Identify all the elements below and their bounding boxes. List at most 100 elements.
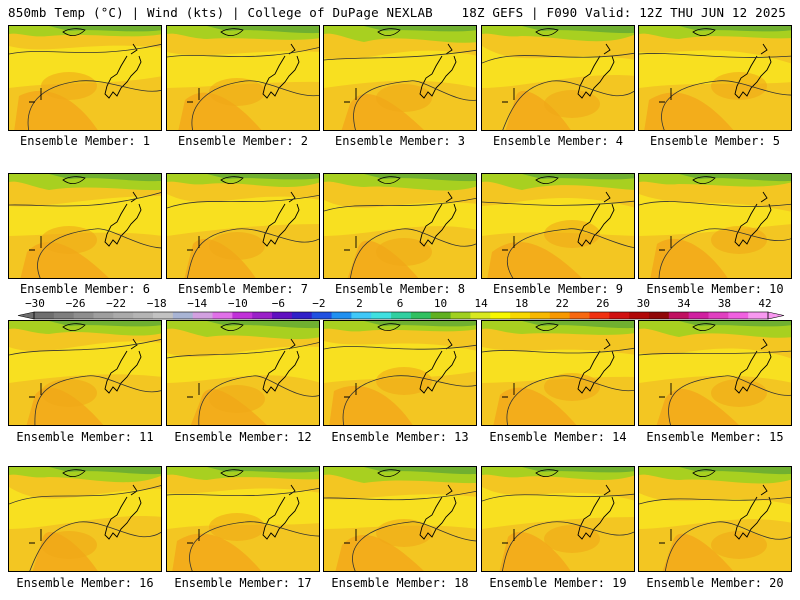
colorbar-swatch <box>192 312 214 319</box>
colorbar-swatch <box>470 312 491 319</box>
colorbar-swatch <box>212 312 233 319</box>
colorbar-tick-label: 6 <box>396 297 404 310</box>
ensemble-member-label: Ensemble Member: 19 <box>489 576 627 590</box>
temperature-field <box>639 26 791 130</box>
colorbar-tick-label: 30 <box>636 297 650 310</box>
ensemble-member-label: Ensemble Member: 18 <box>331 576 469 590</box>
ensemble-member-map <box>8 466 162 572</box>
ensemble-member-map <box>638 25 792 131</box>
colorbar-tick-label: 2 <box>356 297 363 310</box>
colorbar-swatch <box>391 312 412 319</box>
ensemble-member-map <box>481 173 635 279</box>
ensemble-member-map <box>323 173 477 279</box>
colorbar-swatch <box>728 312 749 319</box>
colorbar-swatch <box>351 312 372 319</box>
colorbar-swatch <box>172 312 194 319</box>
colorbar-swatch <box>589 312 610 319</box>
colorbar-swatch <box>510 312 531 319</box>
temperature-field <box>482 321 634 425</box>
map-title: 850mb Temp (°C) | Wind (kts) | College o… <box>8 5 433 20</box>
colorbar-tick-label: −26 <box>65 297 86 310</box>
temperature-field <box>482 467 634 571</box>
ensemble-member-label: Ensemble Member: 9 <box>492 282 624 296</box>
temperature-field <box>324 26 476 130</box>
temperature-field <box>9 321 161 425</box>
temperature-field <box>167 174 319 278</box>
colorbar-swatch <box>688 312 709 319</box>
colorbar-swatch <box>34 312 55 319</box>
colorbar-swatch <box>153 312 174 319</box>
colorbar-swatch <box>648 312 670 319</box>
model-valid-time: 18Z GEFS | F090 Valid: 12Z THU JUN 12 20… <box>461 5 786 20</box>
ensemble-member-map <box>8 173 162 279</box>
colorbar-tick-label: 42 <box>758 297 772 310</box>
ensemble-member-label: Ensemble Member: 2 <box>177 134 309 148</box>
colorbar-swatch <box>609 312 630 319</box>
ensemble-member-map <box>323 466 477 572</box>
colorbar-tick-label: 26 <box>596 297 610 310</box>
colorbar-tick-label: −22 <box>106 297 127 310</box>
colorbar-tick-label: −30 <box>25 297 45 310</box>
ensemble-member-label: Ensemble Member: 6 <box>19 282 151 296</box>
ensemble-member-label: Ensemble Member: 12 <box>174 430 312 444</box>
temperature-field <box>9 26 161 130</box>
temperature-field <box>482 174 634 278</box>
colorbar-swatch <box>629 312 650 319</box>
colorbar-tick-label: 10 <box>433 297 448 310</box>
ensemble-member-label: Ensemble Member: 17 <box>174 576 312 590</box>
ensemble-member-label: Ensemble Member: 8 <box>334 282 466 296</box>
ensemble-member-map <box>638 320 792 426</box>
colorbar-swatch <box>93 312 114 319</box>
ensemble-member-label: Ensemble Member: 10 <box>646 282 784 296</box>
colorbar-swatch <box>430 312 452 319</box>
ensemble-member-map <box>638 173 792 279</box>
colorbar-swatch <box>53 312 75 319</box>
colorbar-swatch <box>748 312 769 319</box>
colorbar-swatch <box>133 312 154 319</box>
colorbar-swatch <box>113 312 134 319</box>
colorbar-tick-label: −10 <box>227 297 248 310</box>
ensemble-member-map <box>166 173 320 279</box>
colorbar-swatch <box>331 312 352 319</box>
colorbar-tick-label: 14 <box>474 297 488 310</box>
temperature-field <box>324 467 476 571</box>
temperature-field <box>167 321 319 425</box>
ensemble-member-label: Ensemble Member: 5 <box>649 134 781 148</box>
colorbar-high-arrow <box>767 311 785 320</box>
temperature-field <box>324 174 476 278</box>
colorbar-swatch <box>272 312 293 319</box>
temperature-field <box>167 26 319 130</box>
colorbar-swatch <box>371 312 392 319</box>
colorbar-tick-label: 22 <box>555 297 569 310</box>
colorbar-tick-label: −18 <box>146 297 167 310</box>
colorbar-tick-label: 18 <box>515 297 529 310</box>
colorbar-low-arrow <box>17 311 35 320</box>
ensemble-member-map <box>323 320 477 426</box>
ensemble-member-map <box>166 25 320 131</box>
ensemble-member-label: Ensemble Member: 20 <box>646 576 784 590</box>
ensemble-member-map <box>8 320 162 426</box>
temperature-field <box>639 321 791 425</box>
colorbar-tick-label: −6 <box>271 297 285 310</box>
ensemble-member-map <box>481 25 635 131</box>
colorbar-swatch <box>569 312 590 319</box>
colorbar-swatch <box>232 312 253 319</box>
colorbar-swatch <box>73 312 95 319</box>
temperature-colorbar <box>17 311 785 320</box>
ensemble-member-label: Ensemble Member: 13 <box>331 430 469 444</box>
colorbar-swatch <box>252 312 273 319</box>
temperature-field <box>482 26 634 130</box>
ensemble-member-label: Ensemble Member: 11 <box>16 430 154 444</box>
colorbar-swatch <box>291 312 313 319</box>
colorbar-swatch <box>529 312 551 319</box>
ensemble-member-label: Ensemble Member: 14 <box>489 430 627 444</box>
temperature-field <box>9 467 161 571</box>
ensemble-member-label: Ensemble Member: 4 <box>492 134 624 148</box>
ensemble-member-map <box>481 320 635 426</box>
colorbar-swatch <box>549 312 571 319</box>
ensemble-member-map <box>8 25 162 131</box>
ensemble-member-label: Ensemble Member: 1 <box>19 134 151 148</box>
colorbar-swatch <box>450 312 471 319</box>
ensemble-member-map <box>166 466 320 572</box>
temperature-field <box>167 467 319 571</box>
